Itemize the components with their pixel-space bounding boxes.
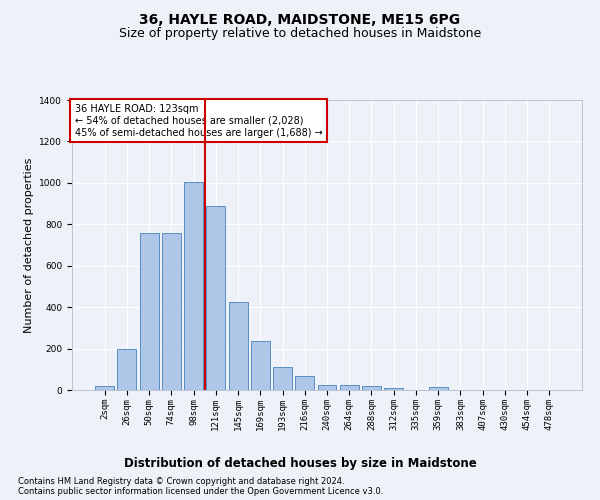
Bar xyxy=(162,232,181,390)
Bar xyxy=(295,376,314,390)
Bar xyxy=(362,386,381,390)
Bar xyxy=(140,232,158,390)
Bar xyxy=(118,348,136,390)
Bar xyxy=(251,342,270,390)
Bar xyxy=(95,386,114,390)
Y-axis label: Number of detached properties: Number of detached properties xyxy=(24,158,34,332)
Bar xyxy=(229,302,248,390)
Text: Size of property relative to detached houses in Maidstone: Size of property relative to detached ho… xyxy=(119,28,481,40)
Text: 36 HAYLE ROAD: 123sqm
← 54% of detached houses are smaller (2,028)
45% of semi-d: 36 HAYLE ROAD: 123sqm ← 54% of detached … xyxy=(74,104,322,138)
Bar xyxy=(184,182,203,390)
Text: Distribution of detached houses by size in Maidstone: Distribution of detached houses by size … xyxy=(124,458,476,470)
Bar xyxy=(273,367,292,390)
Bar xyxy=(429,387,448,390)
Text: Contains HM Land Registry data © Crown copyright and database right 2024.: Contains HM Land Registry data © Crown c… xyxy=(18,478,344,486)
Bar xyxy=(317,385,337,390)
Text: Contains public sector information licensed under the Open Government Licence v3: Contains public sector information licen… xyxy=(18,488,383,496)
Bar xyxy=(340,385,359,390)
Bar xyxy=(206,206,225,390)
Bar xyxy=(384,388,403,390)
Text: 36, HAYLE ROAD, MAIDSTONE, ME15 6PG: 36, HAYLE ROAD, MAIDSTONE, ME15 6PG xyxy=(139,12,461,26)
